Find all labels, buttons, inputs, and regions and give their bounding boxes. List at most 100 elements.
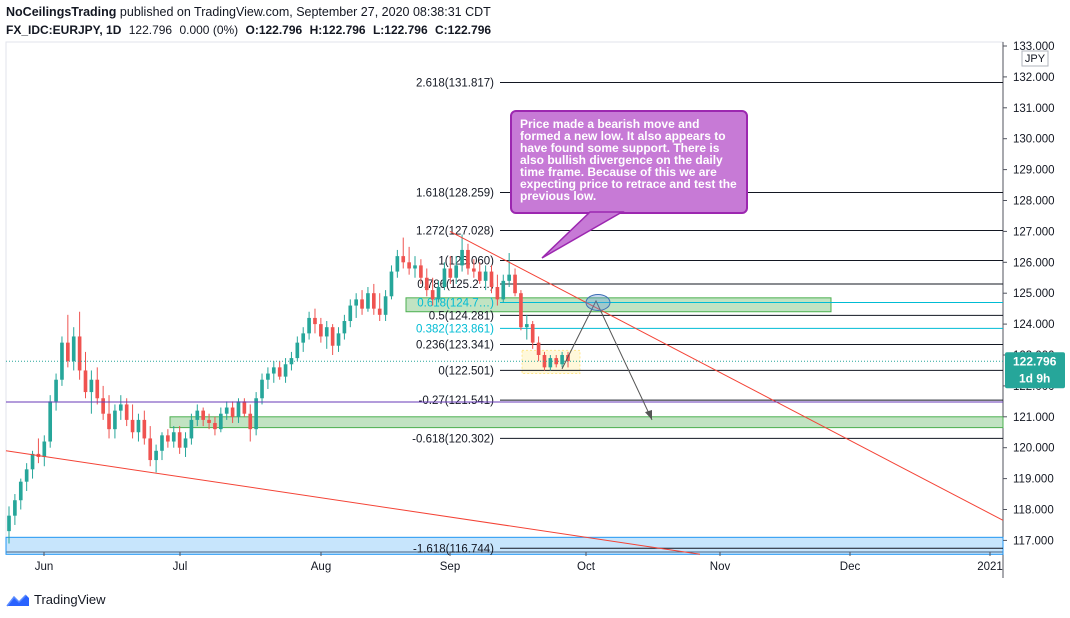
fib-label-8: 0.236(123.341) [416,339,494,351]
candle-body [436,287,441,300]
y-tick-119.000: 119.000 [1013,474,1054,486]
candle-body [319,324,323,337]
candle-body [542,355,547,368]
candle-body [136,419,141,433]
x-label-Nov: Nov [710,561,731,573]
fib-label-7: 0.382(123.861) [416,323,494,335]
candle-body [171,432,176,442]
y-tick-124.000: 124.000 [1013,319,1055,331]
callout-text[interactable]: Price made a bearish move and formed a n… [510,110,748,214]
x-label-Sep: Sep [440,561,460,573]
callout-pointer [541,211,625,259]
candle-body [371,293,376,309]
candle-body [489,271,494,288]
candle-body [366,293,370,309]
candle-body [360,299,364,309]
candle-body [148,438,153,461]
analysis-callout: Price made a bearish move and formed a n… [510,110,748,214]
candle-body [407,262,411,269]
y-tick-133.000: 133.000 [1013,41,1055,53]
candle-body [519,293,523,328]
candle-body [7,515,11,532]
candle-body [213,422,217,430]
y-tick-121.000: 121.000 [1013,412,1055,424]
y-tick-129.000: 129.000 [1013,165,1055,177]
x-label-Dec: Dec [840,561,861,573]
fib-label-11: -0.618(120.302) [412,433,494,445]
candle-body [183,438,188,448]
candle-body [389,271,394,297]
candle-body [118,404,123,411]
candle-body [219,413,223,430]
lower-zone [5,536,1004,555]
candle-body [54,379,58,402]
candle-body [48,401,53,442]
currency-box [1021,50,1049,67]
candle-body [554,358,559,365]
candle-body [248,413,253,430]
y-tick-126.000: 126.000 [1013,257,1055,269]
candle-body [448,268,453,278]
y-tick-130.000: 130.000 [1013,134,1055,146]
author-name[interactable]: NoCeilingsTrading [6,5,117,19]
high-value: H:122.796 [309,23,366,37]
candle-body [30,453,35,470]
y-tick-128.000: 128.000 [1013,196,1055,208]
fib-label-10: -0.27(121.541) [419,395,495,407]
candle-body [113,410,117,430]
candle-body [201,410,206,420]
fib-label-12: -1.618(116.744) [413,543,494,555]
candle-body [472,268,476,272]
candle-body [466,249,470,269]
upper-trend-line [449,230,1004,521]
tradingview-brand[interactable]: TradingView [6,592,106,607]
candle-body [195,410,200,420]
candle-body [395,256,400,272]
candle-body [77,336,82,371]
fib-label-9: 0(122.501) [438,365,494,377]
projection-path [561,299,653,421]
candle-body [483,271,488,281]
y-tick-125.000: 125.000 [1013,288,1055,300]
lower-trend-line [5,450,701,555]
candle-body [277,367,282,377]
candle-body [224,407,229,414]
publish-info: NoCeilingsTrading published on TradingVi… [6,5,491,19]
candle-body [71,336,76,362]
x-label-Jun: Jun [35,561,54,573]
candle-body [124,404,129,420]
candle-body [419,265,423,278]
candle-body [495,287,500,300]
fib-label-5: 0.618(124.7…) [417,297,494,309]
symbol-label[interactable]: FX_IDC:EURJPY, 1D [6,23,122,37]
last-value: 122.796 [128,23,173,37]
candle-body [524,324,529,328]
candle-body [177,432,182,448]
x-label-Aug: Aug [311,561,331,573]
candle-body [424,277,429,291]
candle-body [101,398,105,414]
candle-body [236,401,241,417]
candle-body [566,355,570,362]
candle-body [107,413,111,430]
candle-body [189,419,194,439]
candle-body [24,469,29,482]
candle-body [430,290,435,300]
candle-body [313,317,317,325]
fib-label-1: 1.618(128.259) [416,187,494,199]
candle-body [548,358,553,368]
fib-label-0: 2.618(131.817) [416,78,494,90]
candle-body [307,317,311,334]
candle-body [42,441,47,457]
candle-body [477,271,482,281]
x-label-Jul: Jul [173,561,188,573]
candle-body [260,379,264,399]
symbol-info: FX_IDC:EURJPY, 1D 122.796 0.000 (0%) O:1… [6,23,495,37]
x-label-Oct: Oct [577,561,596,573]
published-text: published on TradingView.com, September … [119,5,491,19]
y-tick-131.000: 131.000 [1013,103,1055,115]
candle-body [83,370,88,393]
candle-body [266,373,270,380]
candle-body [348,305,353,322]
